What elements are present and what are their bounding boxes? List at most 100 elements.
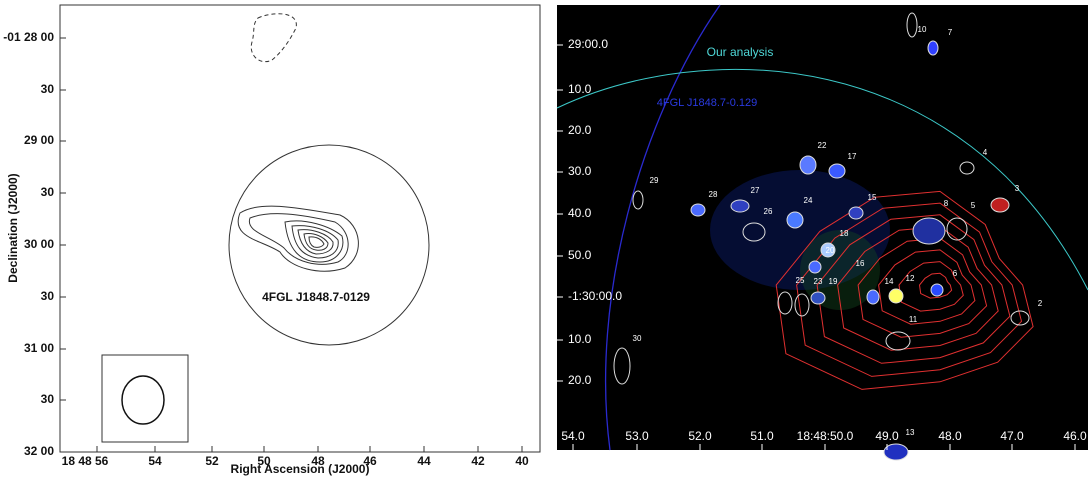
- x-tick-label: 18:48:50.0: [797, 429, 854, 443]
- source-label: 14: [885, 277, 894, 286]
- y-tick-label: 30: [41, 289, 55, 303]
- y-axis-label: Declination (J2000): [6, 173, 20, 282]
- source-region: [828, 163, 846, 179]
- source-label: 2: [1038, 299, 1043, 308]
- radio-contour: [878, 249, 976, 325]
- y-tick-label: 20.0: [568, 373, 592, 387]
- fermi-region: [604, 4, 721, 451]
- source-region: [808, 260, 822, 274]
- source-label: 17: [848, 152, 857, 161]
- radio-contour: [816, 214, 1011, 364]
- source-region: [885, 331, 911, 351]
- radio-contour: [857, 237, 988, 338]
- x-tick-label: 49.0: [875, 429, 899, 443]
- source-region: [888, 288, 904, 304]
- source-region: [990, 197, 1010, 213]
- source-label: 22: [818, 141, 827, 150]
- negative-contour: [250, 13, 297, 63]
- y-tick-label: 31 00: [24, 341, 54, 355]
- source-label: 12: [906, 274, 915, 283]
- source-label: 13: [906, 428, 915, 437]
- source-label: 30: [633, 334, 642, 343]
- source-region: [866, 289, 880, 305]
- source-label: 5: [971, 201, 976, 210]
- source-label: 24: [804, 196, 813, 205]
- source-label: 18: [840, 229, 849, 238]
- source-label: 4FGL J1848.7-0129: [262, 290, 370, 304]
- x-tick-label: 46: [363, 454, 377, 468]
- y-tick-label: 30.0: [568, 164, 592, 178]
- x-tick-label: 40: [515, 454, 529, 468]
- source-label: 19: [829, 277, 838, 286]
- x-tick-label: 48.0: [938, 429, 962, 443]
- x-tick-label: 48: [311, 454, 325, 468]
- x-tick-label: 54: [148, 454, 162, 468]
- y-tick-label: 29:00.0: [568, 37, 608, 51]
- source-label: 10: [918, 25, 927, 34]
- contours: [237, 205, 359, 272]
- source-region: [613, 347, 631, 385]
- y-tick-label: 10.0: [568, 332, 592, 346]
- x-tick-label: 42: [471, 454, 485, 468]
- source-region: [1010, 310, 1030, 326]
- source-region: [912, 217, 946, 245]
- source-region: [959, 161, 975, 175]
- fermi-circle: [228, 144, 430, 346]
- x-tick-label: 46.0: [1063, 429, 1087, 443]
- y-tick-label: 40.0: [568, 206, 592, 220]
- source-label: 15: [868, 193, 877, 202]
- source-label: 8: [944, 199, 949, 208]
- source-label: 16: [856, 259, 865, 268]
- y-tick-label: 29 00: [24, 133, 54, 147]
- x-tick-label: 54.0: [561, 429, 585, 443]
- y-tick-label: 50.0: [568, 248, 592, 262]
- source-label: 25: [796, 276, 805, 285]
- source-label: 4: [983, 148, 988, 157]
- y-tick-label: -01 28 00: [3, 30, 54, 44]
- source-label: 26: [764, 207, 773, 216]
- x-tick-label: 53.0: [625, 429, 649, 443]
- region-label: 4FGL J1848.7-0.129: [657, 97, 758, 109]
- source-region: [848, 206, 864, 220]
- source-region: [906, 12, 918, 38]
- y-tick-label: 30: [41, 82, 55, 96]
- region-label: Our analysis: [707, 45, 774, 59]
- source-region: [730, 199, 750, 213]
- radio-contour: [918, 272, 953, 299]
- source-region: [777, 291, 793, 315]
- radio-contour: [837, 225, 999, 351]
- source-region: [930, 283, 944, 297]
- y-tick-label: 30: [41, 185, 55, 199]
- source-region: [786, 211, 804, 229]
- x-tick-label: 44: [417, 454, 431, 468]
- beam-box: [101, 354, 189, 443]
- x-tick-label: 47.0: [1000, 429, 1024, 443]
- source-region: [810, 291, 826, 305]
- x-tick-label: 52.0: [688, 429, 712, 443]
- analysis-region: [556, 68, 1089, 291]
- y-tick-label: -1:30:00.0: [568, 289, 622, 303]
- x-tick-label: 52: [205, 454, 219, 468]
- source-label: 6: [953, 269, 958, 278]
- x-tick-label: 51.0: [750, 429, 774, 443]
- source-region: [883, 443, 909, 461]
- source-label: 11: [909, 315, 918, 324]
- y-tick-label: 30: [41, 392, 55, 406]
- emission: [710, 170, 890, 310]
- source-label: 7: [948, 28, 953, 37]
- source-region: [820, 242, 836, 258]
- radio-contour: [775, 190, 1034, 390]
- y-tick-label: 10.0: [568, 82, 592, 96]
- source-label: 23: [814, 277, 823, 286]
- y-tick-label: 32 00: [24, 444, 54, 458]
- source-label: 29: [650, 176, 659, 185]
- source-region: [794, 293, 810, 317]
- source-region: [632, 190, 644, 210]
- x-tick-label: 50: [257, 454, 271, 468]
- x-axis-label: Right Ascension (J2000): [231, 462, 370, 476]
- source-label: 27: [751, 186, 760, 195]
- y-tick-label: 20.0: [568, 123, 592, 137]
- x-tick-label: 18 48 56: [62, 454, 109, 468]
- source-region: [927, 40, 939, 56]
